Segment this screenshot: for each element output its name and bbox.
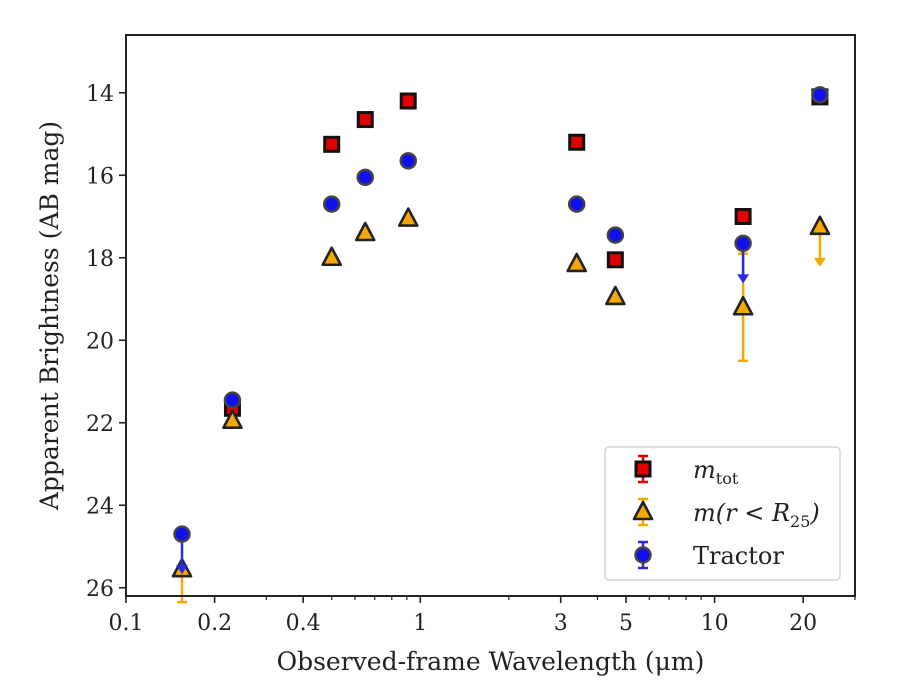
series-square [223, 88, 829, 417]
x-tick-label: 0.2 [197, 611, 232, 636]
circle-marker [223, 391, 242, 409]
y-tick-label: 26 [86, 577, 114, 602]
data-point-triangle [566, 252, 588, 273]
data-point-circle [399, 152, 417, 170]
circle-marker [811, 86, 829, 104]
circle-marker [567, 195, 586, 213]
circle-marker [734, 234, 752, 253]
circle-marker [634, 546, 652, 564]
x-axis-label: Observed-frame Wavelength (μm) [277, 647, 705, 676]
axis-ticks: 0.1 0.2 0.4 1 3 5 10 20 14 16 18 20 22 24 26 [86, 82, 856, 636]
y-tick-label: 20 [86, 329, 114, 354]
y-tick-label: 24 [86, 494, 114, 519]
x-tick-label: 1 [413, 611, 427, 636]
square-marker [399, 92, 417, 110]
data-point-circle [173, 525, 191, 575]
circle-marker [606, 226, 625, 244]
data-point-square [356, 111, 374, 129]
data-point-square [568, 133, 586, 151]
data-point-circle [567, 195, 586, 213]
triangle-marker [321, 246, 343, 267]
x-tick-label: 5 [619, 611, 633, 636]
square-marker [323, 135, 341, 153]
series-triangle [171, 207, 831, 604]
data-point-circle [322, 195, 341, 213]
data-point-circle [606, 226, 625, 244]
x-tick-label: 10 [701, 611, 729, 636]
data-point-triangle [321, 246, 343, 267]
data-point-square [399, 92, 417, 110]
circle-marker [399, 152, 417, 170]
upper-limit-arrowhead [176, 565, 189, 575]
data-point-circle [734, 234, 752, 284]
y-axis-label: Apparent Brightness (AB mag) [35, 121, 64, 511]
legend-entry: mtot [634, 454, 739, 488]
square-marker [734, 208, 752, 225]
data-point-triangle [222, 409, 243, 429]
x-tick-label: 3 [554, 611, 568, 636]
square-marker [606, 251, 624, 269]
legend-label-subscript: tot [716, 469, 739, 488]
square-marker [568, 133, 586, 151]
legend-entry: m(r < R25) [632, 497, 820, 531]
data-point-circle [811, 86, 829, 104]
legend-label-text: m(r < R [693, 499, 790, 527]
legend: mtot m(r < R25) Tractor [604, 446, 841, 581]
series-circle [173, 86, 829, 575]
triangle-marker [632, 500, 654, 521]
triangle-marker [397, 207, 419, 227]
circle-marker [322, 195, 341, 213]
plot-frame [125, 34, 856, 597]
circle-marker [356, 168, 374, 187]
legend-box [604, 446, 841, 581]
x-tick-label: 0.4 [286, 611, 321, 636]
triangle-marker [222, 409, 243, 429]
y-tick-label: 14 [86, 82, 114, 107]
triangle-marker [732, 295, 754, 316]
triangle-marker [566, 252, 588, 273]
circle-marker [173, 525, 191, 543]
legend-label-suffix: ) [809, 499, 819, 527]
legend-label: mtot [693, 456, 739, 488]
data-point-square [323, 135, 341, 153]
triangle-marker [354, 221, 376, 242]
upper-limit-arrowhead [813, 257, 826, 267]
data-point-triangle [605, 285, 626, 306]
data-point-triangle [397, 207, 419, 227]
legend-entry: Tractor [634, 540, 784, 570]
data-point-square [734, 208, 752, 225]
legend-label: m(r < R25) [693, 499, 820, 531]
x-tick-label: 20 [789, 611, 817, 636]
upper-limit-arrowhead [737, 274, 750, 284]
data-point-triangle [354, 221, 376, 242]
y-tick-label: 18 [86, 247, 114, 272]
legend-label: Tractor [693, 542, 784, 570]
legend-label-text: m [693, 456, 716, 484]
square-marker [356, 111, 374, 129]
y-tick-label: 16 [86, 164, 114, 189]
data-point-triangle [809, 215, 831, 267]
legend-label-subscript: 25 [790, 512, 810, 531]
triangle-marker [605, 285, 626, 306]
data-marks [171, 86, 831, 604]
triangle-marker [809, 215, 831, 236]
data-point-circle [223, 391, 242, 409]
y-tick-label: 22 [86, 412, 114, 437]
data-point-circle [356, 168, 374, 187]
legend-label-text: Tractor [693, 542, 784, 570]
square-marker [634, 460, 652, 478]
data-point-square [606, 251, 624, 269]
x-tick-label: 0.1 [109, 611, 144, 636]
